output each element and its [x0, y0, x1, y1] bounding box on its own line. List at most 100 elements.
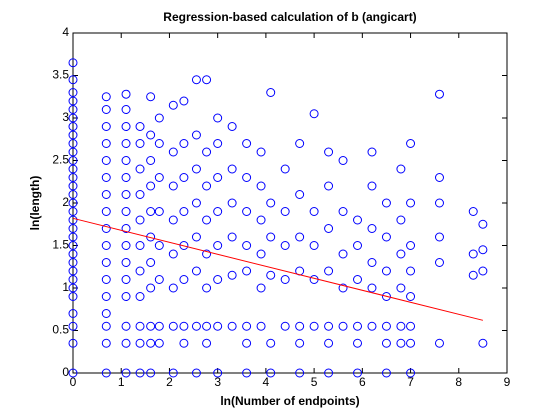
x-tick-label: 2 [166, 375, 173, 389]
point [406, 241, 416, 250]
point [478, 219, 488, 229]
point [280, 321, 290, 331]
point [121, 241, 131, 250]
point [135, 241, 145, 250]
point [121, 105, 131, 114]
point [324, 266, 334, 276]
point [295, 321, 305, 331]
point [478, 245, 488, 255]
point [266, 232, 276, 242]
point [434, 198, 444, 208]
point [381, 198, 391, 208]
y-tick-label: 1.5 [52, 238, 69, 252]
point [242, 321, 252, 331]
point [68, 88, 78, 97]
point [256, 283, 266, 293]
point [146, 368, 156, 378]
point [324, 338, 334, 348]
y-tick-label: 2 [62, 195, 69, 209]
point [266, 368, 276, 378]
point [202, 321, 212, 331]
point [191, 198, 201, 208]
point [154, 173, 164, 182]
y-tick-label: 2.5 [52, 153, 69, 167]
point [266, 338, 276, 348]
point [146, 338, 156, 348]
point [242, 173, 252, 182]
point [191, 368, 201, 378]
point [309, 207, 319, 216]
point [135, 266, 145, 276]
point [227, 164, 237, 174]
point [367, 147, 377, 157]
point [396, 283, 406, 293]
point [101, 368, 111, 378]
point [256, 249, 266, 259]
point [381, 338, 391, 348]
point [213, 173, 223, 182]
point [227, 232, 237, 242]
x-tick-label: 0 [70, 375, 77, 389]
x-tick-label: 1 [118, 375, 125, 389]
point [434, 173, 444, 182]
point [434, 232, 444, 242]
point [146, 92, 156, 102]
point [256, 215, 266, 225]
point [154, 275, 164, 284]
y-tick-label: 4 [62, 25, 69, 39]
point [135, 139, 145, 148]
point [146, 321, 156, 331]
point [179, 173, 189, 182]
point [68, 58, 78, 68]
point [353, 321, 363, 331]
point [146, 207, 156, 216]
point [135, 164, 145, 174]
point [191, 232, 201, 242]
point [266, 270, 276, 280]
point [256, 321, 266, 331]
plot-area [72, 32, 508, 374]
point [406, 266, 416, 276]
point [202, 75, 212, 85]
chart-title: Regression-based calculation of b (angic… [163, 10, 416, 24]
point [227, 198, 237, 208]
point [121, 224, 131, 233]
point [179, 207, 189, 216]
point [406, 368, 416, 378]
point [396, 321, 406, 331]
point [191, 164, 201, 174]
point [381, 232, 391, 242]
point [266, 88, 276, 97]
point [101, 321, 111, 331]
point [168, 100, 178, 110]
point [202, 181, 212, 191]
point [121, 338, 131, 348]
point [406, 198, 416, 208]
point [202, 338, 212, 348]
point [101, 173, 111, 182]
point [146, 156, 156, 165]
point [353, 338, 363, 348]
point [121, 207, 131, 216]
point [338, 207, 348, 216]
point [179, 338, 189, 348]
point [213, 207, 223, 216]
point [213, 368, 223, 378]
point [367, 321, 377, 331]
y-tick-label: 3.5 [52, 68, 69, 82]
point [295, 368, 305, 378]
point [101, 105, 111, 114]
point [266, 198, 276, 208]
y-tick-label: 1 [62, 280, 69, 294]
point [367, 283, 377, 293]
point [121, 173, 131, 182]
point [154, 338, 164, 348]
point [168, 283, 178, 293]
point [101, 190, 111, 199]
point [338, 321, 348, 331]
point [295, 232, 305, 242]
point [135, 292, 145, 301]
point [242, 241, 252, 250]
